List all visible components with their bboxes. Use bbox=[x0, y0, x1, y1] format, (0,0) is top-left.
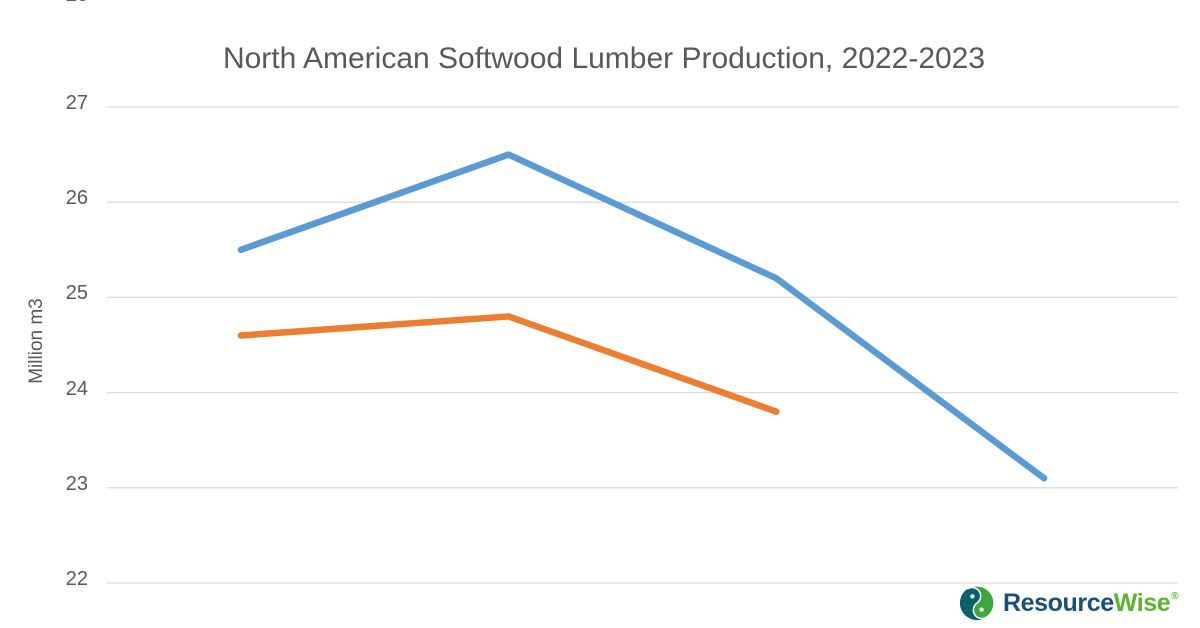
logo-icon-gap-dot bbox=[979, 607, 984, 612]
chart-title: North American Softwood Lumber Productio… bbox=[222, 42, 986, 75]
y-tick-label: 22 bbox=[65, 568, 88, 590]
logo-text-resource: Resource bbox=[1003, 588, 1114, 617]
logo-text-wise: Wise bbox=[1113, 588, 1171, 617]
series-line-orange bbox=[237, 313, 780, 415]
y-tick-label: 24 bbox=[65, 377, 88, 400]
y-tick-label-clipped-top: 28 bbox=[0, 0, 88, 5]
series-line-blue bbox=[237, 151, 1048, 482]
resourcewise-logo: ResourceWise® bbox=[958, 584, 1179, 622]
logo-icon-gap-dot bbox=[970, 594, 975, 599]
resourcewise-logo-icon bbox=[959, 585, 995, 621]
y-tick-label: 26 bbox=[65, 187, 88, 210]
y-tick-label: 23 bbox=[65, 472, 88, 495]
resourcewise-logo-text: ResourceWise® bbox=[1003, 588, 1179, 618]
registered-trademark-mark: ® bbox=[1171, 590, 1179, 602]
y-tick-label: 27 bbox=[65, 92, 88, 114]
y-tick-label: 25 bbox=[65, 282, 88, 305]
logo-icon-green-swirl bbox=[966, 585, 995, 620]
